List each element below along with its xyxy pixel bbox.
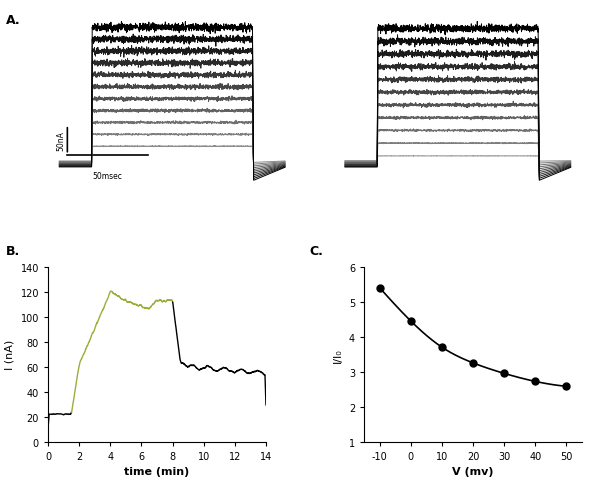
Text: 50msec: 50msec [93, 171, 122, 180]
Text: B.: B. [6, 245, 20, 258]
Text: 50nA: 50nA [57, 131, 66, 150]
Text: A.: A. [6, 14, 20, 27]
X-axis label: time (min): time (min) [124, 466, 190, 476]
X-axis label: V (mv): V (mv) [452, 466, 494, 476]
Y-axis label: I (nA): I (nA) [5, 339, 15, 370]
Text: C.: C. [309, 245, 323, 258]
Y-axis label: I/I₀: I/I₀ [333, 347, 343, 362]
